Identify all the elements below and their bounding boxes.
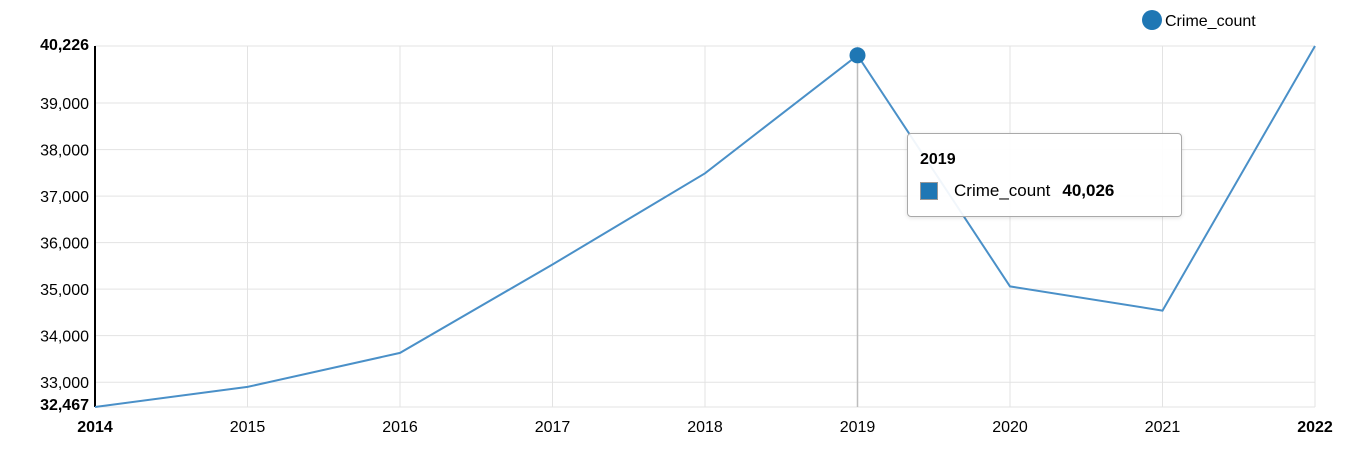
- y-tick-label: 36,000: [40, 236, 89, 253]
- x-tick-label: 2019: [840, 419, 876, 436]
- x-tick-label: 2018: [687, 419, 723, 436]
- x-tick-label: 2016: [382, 419, 418, 436]
- y-tick-label: 33,000: [40, 375, 89, 392]
- x-tick-label: 2021: [1145, 419, 1181, 436]
- y-tick-label: 37,000: [40, 189, 89, 206]
- tooltip-row: Crime_count 40,026: [920, 181, 1114, 201]
- series-line-crime-count: [94, 45, 1316, 408]
- tooltip-swatch: [920, 182, 938, 200]
- legend-marker[interactable]: [1142, 10, 1162, 30]
- gridlines: [95, 45, 1316, 408]
- legend[interactable]: Crime_count: [1142, 10, 1256, 30]
- x-tick-label: 2022: [1297, 419, 1333, 436]
- tooltip: 2019 Crime_count 40,026: [907, 133, 1182, 217]
- x-tick-label: 2017: [535, 419, 571, 436]
- y-min-label: 32,467: [40, 397, 89, 414]
- y-tick-label: 34,000: [40, 329, 89, 346]
- tooltip-series-name: Crime_count: [954, 181, 1051, 200]
- legend-label[interactable]: Crime_count: [1165, 13, 1256, 30]
- y-tick-label: 39,000: [40, 96, 89, 113]
- x-tick-label: 2020: [992, 419, 1028, 436]
- y-tick-label: 38,000: [40, 143, 89, 160]
- tooltip-title: 2019: [920, 151, 956, 168]
- y-tick-label: 35,000: [40, 282, 89, 299]
- y-max-label: 40,226: [40, 37, 89, 54]
- tooltip-value: 40,026: [1062, 181, 1115, 200]
- x-axis-ticks: 2014 2015 2016 2017 2018 2019 2020 2021 2022: [77, 419, 1333, 436]
- x-tick-label: 2015: [230, 419, 266, 436]
- y-axis-ticks: 33,000 34,000 35,000 36,000 37,000 38,000 39,0…: [40, 37, 89, 414]
- x-tick-label: 2014: [77, 419, 113, 436]
- highlighted-data-point[interactable]: [849, 47, 866, 64]
